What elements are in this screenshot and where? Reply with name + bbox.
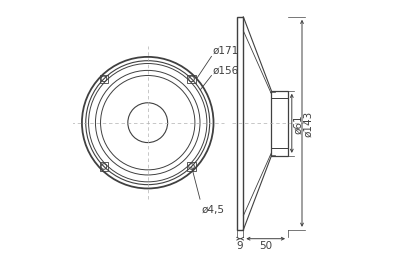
Text: 9: 9 xyxy=(237,240,244,250)
Text: ø143: ø143 xyxy=(303,111,313,137)
Bar xyxy=(271,99,288,149)
Bar xyxy=(237,18,243,230)
Text: ø4,5: ø4,5 xyxy=(201,204,224,214)
Bar xyxy=(100,75,108,84)
Text: 50: 50 xyxy=(259,240,272,250)
Text: ø156: ø156 xyxy=(213,65,239,75)
Bar xyxy=(271,91,288,156)
Bar xyxy=(188,75,196,84)
Text: ø171: ø171 xyxy=(213,46,239,56)
Bar xyxy=(100,163,108,171)
Text: ø61: ø61 xyxy=(293,114,303,133)
Bar xyxy=(188,163,196,171)
